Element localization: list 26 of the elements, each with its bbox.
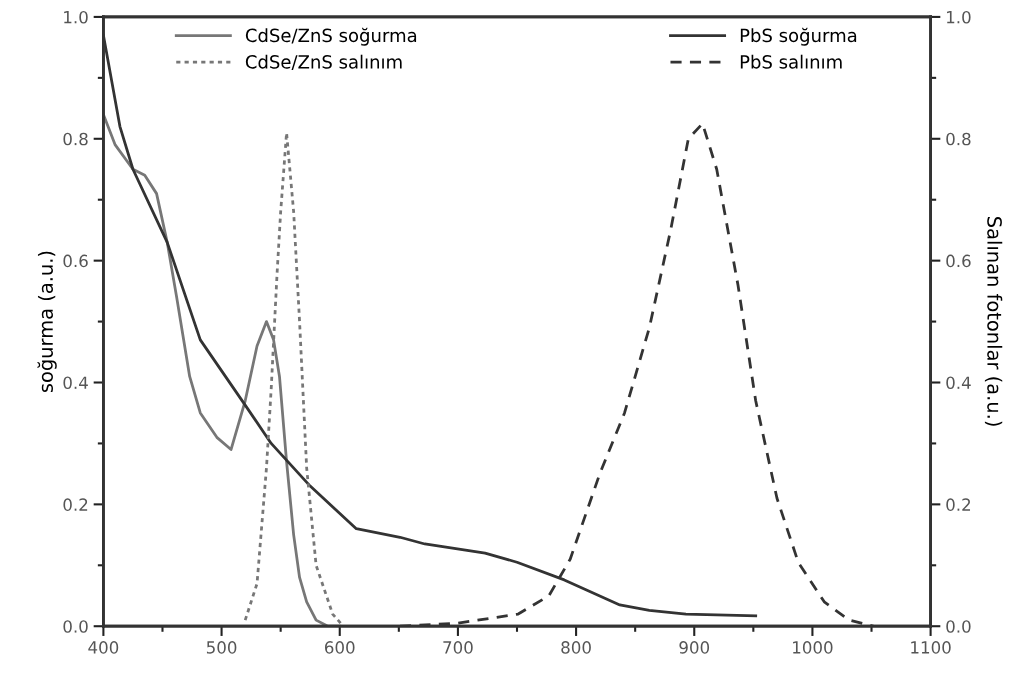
legend-label: CdSe/ZnS soğurma: [245, 27, 417, 46]
x-tick-label: 500: [206, 641, 237, 654]
y2-tick-label: 0.8: [946, 132, 971, 146]
y-tick-label: 0.6: [63, 254, 88, 268]
x-tick-label: 900: [679, 641, 710, 654]
y2-tick-label: 0.6: [946, 254, 971, 268]
y2-tick-label: 0.0: [946, 620, 971, 633]
x-tick-label: 700: [443, 641, 473, 654]
y2-tick-label: 0.2: [946, 498, 971, 511]
x-tick-label: 1100: [911, 641, 951, 654]
x-tick-label: 400: [88, 641, 119, 654]
y-tick-label: 0.4: [63, 376, 88, 390]
y2-tick-label: 0.4: [946, 376, 971, 390]
x-tick-label: 1000: [793, 641, 833, 654]
y-tick-label: 0.8: [63, 132, 88, 146]
y-tick-label: 0.0: [63, 620, 88, 633]
y2-axis-title: Salınan fotonlar (a.u.): [984, 217, 1003, 426]
y-axis-title: soğurma (a.u.): [37, 251, 57, 393]
y2-tick-label: 1.0: [947, 10, 971, 24]
legend-label: CdSe/ZnS salınım: [245, 54, 402, 71]
x-tick-label: 800: [561, 641, 591, 654]
legend-label: PbS salınım: [740, 54, 842, 69]
y-tick-label: 0.2: [63, 498, 88, 511]
x-tick-label: 600: [325, 641, 355, 654]
y-tick-label: 1.0: [64, 10, 88, 24]
legend-label: PbS soğurma: [740, 27, 857, 46]
